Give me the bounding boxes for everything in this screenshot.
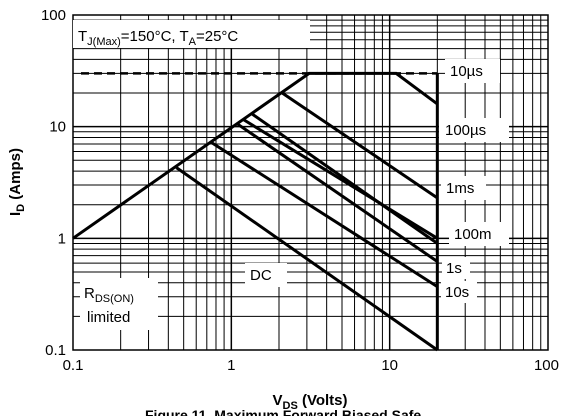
series-100m [251,112,439,245]
series-1s [237,123,439,263]
label-1ms: 1ms [446,180,474,197]
label-100m: 100m [454,226,492,243]
minor-grid [73,15,548,350]
series-10s [210,141,439,288]
figure-caption: Figure 11. Maximum Forward Biased Safe [145,407,421,416]
condition-box [73,20,310,48]
label-10us: 10µs [450,63,483,80]
x-axis-title: VDS (Volts) [272,392,347,412]
series-100s [281,91,439,200]
series-dc [175,166,439,352]
y-tick-labels: 0.1 1 10 100 [41,7,66,359]
y-tick-label: 0.1 [45,342,66,359]
label-100us: 100µs [445,122,486,139]
series-10s [72,71,439,240]
y-axis-title: ID (Amps) [7,148,27,216]
y-tick-label: 100 [41,7,66,24]
x-tick-label: 100 [534,357,559,374]
rds-on-box [80,278,158,330]
label-dc: DC [250,267,272,284]
condition-note: TJ(Max)=150°C, TA=25°C [78,28,238,48]
rds-on-label: RDS(ON) [84,285,134,305]
x-tick-label: 1 [227,357,235,374]
y-tick-label: 10 [49,119,66,136]
soa-curves [72,71,439,352]
plot-frame [72,14,549,351]
label-1s: 1s [446,260,462,277]
label-10s: 10s [445,284,469,301]
curve-labels: 10µs 100µs 1ms 100m 1s 10s DC [245,59,509,303]
x-tick-labels: 0.1 1 10 100 [63,357,559,374]
rds-on-limited: limited [87,309,130,326]
x-tick-label: 0.1 [63,357,84,374]
x-tick-label: 10 [381,357,398,374]
series-1ms [243,118,439,240]
y-tick-label: 1 [58,230,66,247]
